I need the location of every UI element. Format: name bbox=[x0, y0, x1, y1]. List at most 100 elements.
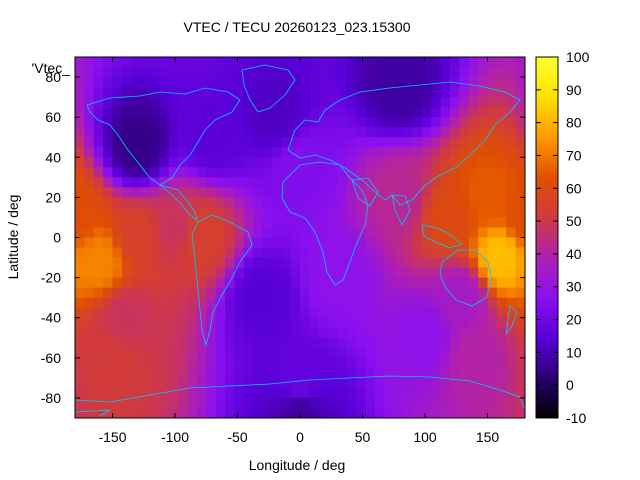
heatmap-cell bbox=[450, 87, 460, 98]
colorbar-tick-label: 50 bbox=[566, 213, 582, 229]
heatmap-cell bbox=[178, 347, 188, 359]
heatmap-cell bbox=[75, 277, 85, 289]
heatmap-cell bbox=[515, 107, 526, 118]
heatmap-cell bbox=[281, 367, 292, 379]
heatmap-cell bbox=[459, 187, 470, 198]
heatmap-cell bbox=[318, 287, 329, 299]
heatmap-cell bbox=[431, 97, 442, 108]
heatmap-cell bbox=[384, 127, 395, 138]
heatmap-cell bbox=[309, 137, 320, 148]
heatmap-cell bbox=[112, 57, 123, 68]
heatmap-cell bbox=[234, 127, 245, 138]
heatmap-cell bbox=[262, 227, 273, 238]
heatmap-cell bbox=[478, 117, 488, 128]
heatmap-cell bbox=[121, 247, 132, 258]
heatmap-cell bbox=[262, 217, 273, 228]
heatmap-cell bbox=[375, 397, 385, 409]
heatmap-cell bbox=[281, 157, 292, 168]
heatmap-cell bbox=[346, 217, 357, 228]
heatmap-cell bbox=[215, 57, 226, 68]
heatmap-cell bbox=[393, 247, 404, 258]
x-tick-label: 100 bbox=[413, 429, 437, 445]
heatmap-cell bbox=[253, 297, 263, 309]
heatmap-cell bbox=[121, 407, 132, 419]
heatmap-cell bbox=[253, 77, 263, 88]
heatmap-cell bbox=[412, 187, 423, 198]
heatmap-cell bbox=[206, 387, 217, 399]
heatmap-cell bbox=[225, 317, 235, 329]
heatmap-cell bbox=[309, 387, 320, 399]
heatmap-cell bbox=[309, 67, 320, 78]
heatmap-cell bbox=[365, 317, 376, 329]
heatmap-cell bbox=[253, 367, 263, 379]
heatmap-cell bbox=[346, 297, 357, 309]
heatmap-cell bbox=[300, 387, 310, 399]
heatmap-cell bbox=[459, 357, 470, 369]
heatmap-cell bbox=[196, 277, 207, 289]
heatmap-cell bbox=[131, 297, 142, 309]
heatmap-cell bbox=[290, 257, 301, 268]
heatmap-cell bbox=[346, 207, 357, 218]
heatmap-cell bbox=[93, 137, 104, 148]
heatmap-cell bbox=[365, 277, 376, 289]
heatmap-cell bbox=[478, 287, 488, 299]
heatmap-cell bbox=[506, 337, 517, 349]
heatmap-cell bbox=[421, 237, 432, 248]
y-tick-label: -40 bbox=[41, 310, 61, 326]
heatmap-cell bbox=[178, 307, 188, 319]
heatmap-cell bbox=[215, 237, 226, 248]
heatmap-cell bbox=[168, 357, 179, 369]
heatmap-cell bbox=[421, 247, 432, 258]
heatmap-cell bbox=[103, 387, 113, 399]
heatmap-cell bbox=[487, 57, 498, 68]
heatmap-cell bbox=[375, 77, 385, 88]
heatmap-cell bbox=[431, 267, 442, 279]
heatmap-cell bbox=[375, 357, 385, 369]
heatmap-cell bbox=[487, 67, 498, 78]
heatmap-cell bbox=[375, 237, 385, 248]
heatmap-cell bbox=[421, 337, 432, 349]
heatmap-cell bbox=[515, 117, 526, 128]
heatmap-cell bbox=[346, 67, 357, 78]
heatmap-cell bbox=[271, 87, 282, 98]
heatmap-cell bbox=[262, 77, 273, 88]
heatmap-cell bbox=[365, 127, 376, 138]
heatmap-cell bbox=[234, 247, 245, 258]
heatmap-cell bbox=[300, 337, 310, 349]
heatmap-cell bbox=[84, 327, 95, 339]
heatmap-cell bbox=[356, 387, 367, 399]
heatmap-cell bbox=[421, 317, 432, 329]
heatmap-cell bbox=[309, 317, 320, 329]
heatmap-cell bbox=[168, 207, 179, 218]
heatmap-cell bbox=[468, 157, 479, 168]
heatmap-cell bbox=[215, 377, 226, 389]
heatmap-cell bbox=[103, 197, 113, 208]
heatmap-cell bbox=[431, 137, 442, 148]
heatmap-cell bbox=[196, 197, 207, 208]
heatmap-cell bbox=[506, 187, 517, 198]
heatmap-cell bbox=[253, 277, 263, 289]
heatmap-cell bbox=[131, 337, 142, 349]
heatmap-cell bbox=[196, 397, 207, 409]
heatmap-cell bbox=[478, 237, 488, 248]
heatmap-cell bbox=[103, 57, 113, 68]
heatmap-cell bbox=[131, 147, 142, 158]
heatmap-cell bbox=[412, 287, 423, 299]
heatmap-cell bbox=[140, 337, 151, 349]
heatmap-cell bbox=[468, 57, 479, 68]
heatmap-cell bbox=[121, 107, 132, 118]
heatmap-cell bbox=[440, 397, 451, 409]
heatmap-cell bbox=[271, 187, 282, 198]
heatmap-cell bbox=[234, 267, 245, 279]
heatmap-cell bbox=[346, 107, 357, 118]
heatmap-cell bbox=[75, 197, 85, 208]
heatmap-cell bbox=[253, 287, 263, 299]
heatmap-cell bbox=[75, 187, 85, 198]
heatmap-cell bbox=[459, 197, 470, 208]
heatmap-cell bbox=[487, 167, 498, 178]
heatmap-cell bbox=[375, 227, 385, 238]
heatmap-cell bbox=[150, 227, 160, 238]
heatmap-cell bbox=[168, 287, 179, 299]
heatmap-cell bbox=[309, 287, 320, 299]
heatmap-cell bbox=[478, 267, 488, 279]
